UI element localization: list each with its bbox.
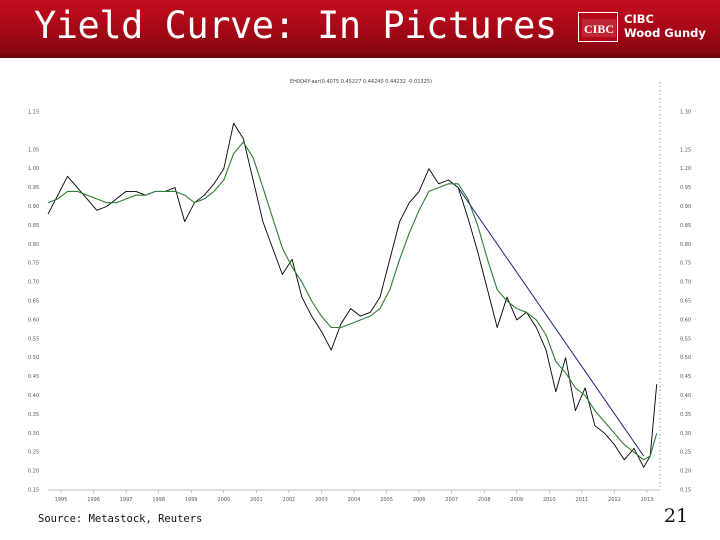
slide-title: Yield Curve: In Pictures bbox=[34, 4, 557, 47]
chart-series bbox=[47, 122, 658, 468]
x-tick-label: 1998 bbox=[152, 497, 165, 503]
y-tick-label-right: 0.60 bbox=[680, 317, 691, 323]
y-tick-label-right: 0.40 bbox=[680, 393, 691, 399]
y-tick-label-left: 0.35 bbox=[28, 412, 39, 418]
x-tick-label: 2012 bbox=[608, 497, 621, 503]
x-tick-label: 2001 bbox=[250, 497, 263, 503]
logo-line-2: Wood Gundy bbox=[624, 26, 706, 40]
chart-legend: EH0O4Y-aar(0.4075 0.45227 0.44240 0.4423… bbox=[290, 79, 432, 85]
cibc-logo-mark: CIBC bbox=[578, 12, 618, 42]
x-tick-label: 2005 bbox=[380, 497, 393, 503]
y-tick-label-right: 0.55 bbox=[680, 336, 691, 342]
y-tick-label-left: 0.85 bbox=[28, 223, 39, 229]
y-tick-label-left: 0.95 bbox=[28, 185, 39, 191]
x-tick-label: 2013 bbox=[641, 497, 654, 503]
series-trendline bbox=[457, 187, 645, 457]
logo-wordmark: CIBC Wood Gundy bbox=[624, 12, 714, 40]
y-tick-label-left: 0.75 bbox=[28, 261, 39, 267]
x-tick-label: 2002 bbox=[283, 497, 296, 503]
x-tick-label: 2008 bbox=[478, 497, 491, 503]
cibc-logo-icon: CIBC bbox=[582, 19, 616, 37]
x-tick-label: 2000 bbox=[217, 497, 230, 503]
chart-axes: 1.15 1.30 1.05 1.25 1.00 1.20 0.95 0.95 0.90 0.90… bbox=[28, 82, 691, 503]
x-tick-label: 2010 bbox=[543, 497, 556, 503]
x-tick-label: 2007 bbox=[445, 497, 458, 503]
logo-mark-text: CIBC bbox=[584, 22, 614, 36]
x-tick-label: 1999 bbox=[185, 497, 198, 503]
title-bar-shadow bbox=[0, 53, 720, 58]
x-tick-label: 1996 bbox=[87, 497, 100, 503]
y-tick-label-right: 1.25 bbox=[680, 147, 691, 153]
logo-line-1: CIBC bbox=[624, 12, 654, 26]
y-tick-label-left: 0.30 bbox=[28, 431, 39, 437]
y-tick-label-left: 0.15 bbox=[28, 488, 39, 494]
y-tick-label-left: 0.20 bbox=[28, 469, 39, 475]
x-tick-label: 2011 bbox=[576, 497, 589, 503]
y-tick-label-right: 0.15 bbox=[680, 488, 691, 494]
x-tick-label: 2003 bbox=[315, 497, 328, 503]
y-tick-label-right: 0.95 bbox=[680, 185, 691, 191]
y-tick-label-right: 0.20 bbox=[680, 469, 691, 475]
y-tick-label-right: 0.35 bbox=[680, 412, 691, 418]
y-tick-label-left: 1.05 bbox=[28, 147, 39, 153]
series-moving-average bbox=[47, 141, 658, 461]
x-tick-label: 2009 bbox=[510, 497, 523, 503]
y-tick-label-right: 1.30 bbox=[680, 110, 691, 116]
y-tick-label-left: 0.55 bbox=[28, 336, 39, 342]
y-tick-label-left: 1.15 bbox=[28, 110, 39, 116]
y-tick-label-right: 0.85 bbox=[680, 223, 691, 229]
x-tick-label: 2006 bbox=[413, 497, 426, 503]
x-tick-label: 1995 bbox=[55, 497, 68, 503]
y-tick-label-right: 0.30 bbox=[680, 431, 691, 437]
x-tick-label: 1997 bbox=[120, 497, 133, 503]
chart-area: 1.15 1.30 1.05 1.25 1.00 1.20 0.95 0.95 0.90 0.90… bbox=[0, 70, 720, 510]
y-tick-label-right: 0.50 bbox=[680, 355, 691, 361]
y-tick-label-right: 0.45 bbox=[680, 374, 691, 380]
y-tick-label-left: 0.60 bbox=[28, 317, 39, 323]
series-10y-2y-spread bbox=[47, 122, 658, 468]
y-tick-label-right: 0.65 bbox=[680, 299, 691, 305]
y-tick-label-left: 0.40 bbox=[28, 393, 39, 399]
y-tick-label-right: 1.20 bbox=[680, 166, 691, 172]
y-tick-label-right: 0.90 bbox=[680, 204, 691, 210]
y-tick-label-left: 0.80 bbox=[28, 242, 39, 248]
y-tick-label-right: 0.25 bbox=[680, 450, 691, 456]
x-tick-label: 2004 bbox=[348, 497, 361, 503]
page-number: 21 bbox=[664, 505, 689, 527]
y-tick-label-right: 0.70 bbox=[680, 280, 691, 286]
yield-curve-chart: 1.15 1.30 1.05 1.25 1.00 1.20 0.95 0.95 0.90 0.90… bbox=[28, 79, 691, 503]
y-tick-label-right: 0.75 bbox=[680, 261, 691, 267]
source-note: Source: Metastock, Reuters bbox=[38, 513, 203, 525]
y-tick-label-left: 1.00 bbox=[28, 166, 39, 172]
title-bar: Yield Curve: In Pictures CIBC CIBC Wood … bbox=[0, 0, 720, 58]
y-tick-label-left: 0.45 bbox=[28, 374, 39, 380]
y-tick-label-left: 0.70 bbox=[28, 280, 39, 286]
y-tick-label-left: 0.50 bbox=[28, 355, 39, 361]
y-tick-label-left: 0.25 bbox=[28, 450, 39, 456]
y-tick-label-right: 0.80 bbox=[680, 242, 691, 248]
y-tick-label-left: 0.65 bbox=[28, 299, 39, 305]
y-tick-label-left: 0.90 bbox=[28, 204, 39, 210]
